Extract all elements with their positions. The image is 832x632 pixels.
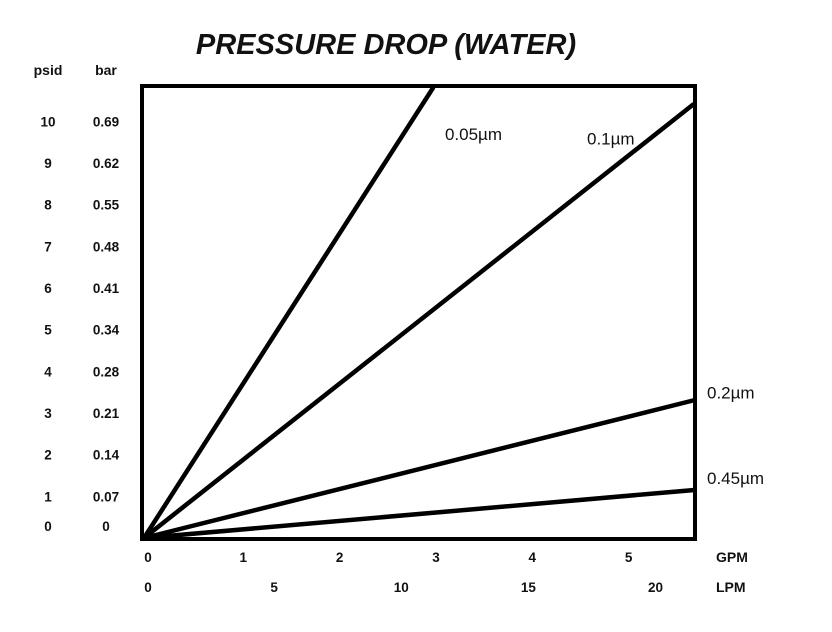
- y-tick-psid-8: 8: [44, 198, 52, 213]
- y-tick-bar-0-34: 0.34: [93, 323, 120, 338]
- x-tick-gpm-0: 0: [144, 550, 152, 565]
- y-tick-psid-9: 9: [44, 156, 52, 171]
- y-tick-bar-0-14: 0.14: [93, 448, 120, 463]
- x-tick-gpm-2: 2: [336, 550, 344, 565]
- x-tick-gpm-4: 4: [529, 550, 537, 565]
- y-tick-psid-6: 6: [44, 281, 52, 296]
- x-tick-gpm-3: 3: [432, 550, 440, 565]
- series-label-0-45-m: 0.45µm: [707, 469, 764, 488]
- x-tick-lpm-20: 20: [648, 580, 663, 595]
- series-line-0-1-m: [141, 102, 696, 541]
- series-line-0-45-m: [141, 487, 696, 541]
- x-tick-lpm-15: 15: [521, 580, 537, 595]
- y-tick-psid-7: 7: [44, 239, 52, 254]
- y-tick-bar-0-41: 0.41: [93, 281, 120, 296]
- y-tick-psid-2: 2: [44, 448, 52, 463]
- y-tick-bar-0-28: 0.28: [93, 364, 120, 379]
- y-tick-psid-10: 10: [40, 114, 55, 129]
- y-tick-bar-0: 0: [102, 519, 110, 534]
- y-tick-bar-0-69: 0.69: [93, 114, 119, 129]
- y-tick-bar-0-62: 0.62: [93, 156, 119, 171]
- series-label-0-1-m: 0.1µm: [587, 130, 635, 149]
- y-axis-unit-bar: bar: [95, 62, 117, 78]
- series-label-0-2-m: 0.2µm: [707, 384, 755, 403]
- x-tick-lpm-10: 10: [394, 580, 409, 595]
- x-tick-gpm-5: 5: [625, 550, 633, 565]
- series-layer: [141, 85, 696, 541]
- series-label-0-05-m: 0.05µm: [445, 125, 502, 144]
- x-axis-unit-gpm: GPM: [716, 549, 748, 565]
- label-layer: 01234567891000.070.140.210.280.340.410.4…: [40, 114, 764, 595]
- y-axis-unit-psid: psid: [34, 62, 63, 78]
- chart-title: PRESSURE DROP (WATER): [196, 29, 576, 61]
- y-tick-psid-5: 5: [44, 323, 52, 338]
- y-tick-bar-0-55: 0.55: [93, 198, 120, 213]
- y-tick-bar-0-21: 0.21: [93, 406, 120, 421]
- y-tick-bar-0-07: 0.07: [93, 489, 119, 504]
- y-tick-psid-1: 1: [44, 489, 52, 504]
- x-tick-lpm-5: 5: [270, 580, 278, 595]
- plot-frame: [140, 84, 697, 541]
- x-axis-unit-lpm: LPM: [716, 579, 746, 595]
- y-tick-bar-0-48: 0.48: [93, 239, 120, 254]
- y-tick-psid-4: 4: [44, 364, 52, 379]
- series-line-0-05-m: [141, 85, 436, 541]
- series-line-0-2-m: [141, 398, 696, 541]
- y-tick-psid-0: 0: [44, 519, 52, 534]
- x-tick-gpm-1: 1: [240, 550, 248, 565]
- y-tick-psid-3: 3: [44, 406, 52, 421]
- x-tick-lpm-0: 0: [144, 580, 152, 595]
